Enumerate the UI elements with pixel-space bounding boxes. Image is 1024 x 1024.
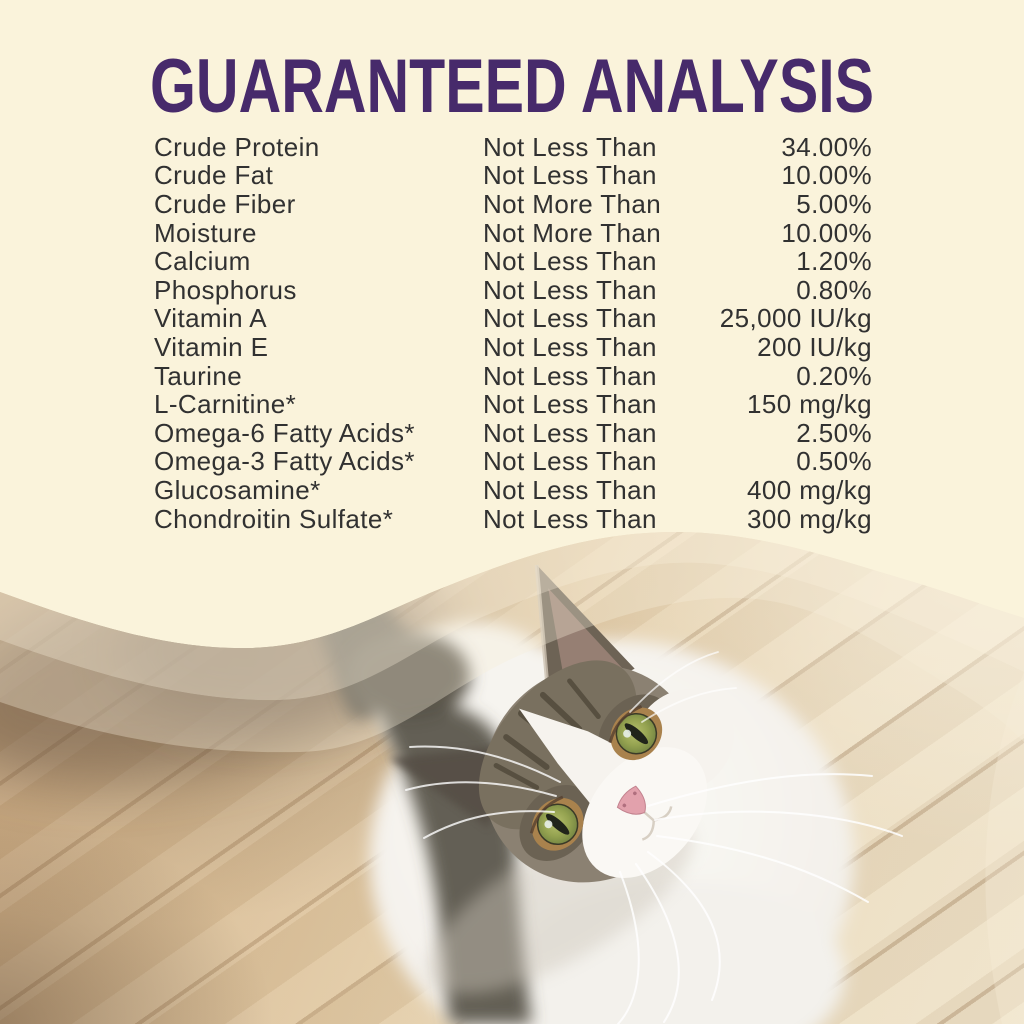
table-row: L-Carnitine* Not Less Than 150 mg/kg [154,389,872,420]
qualifier: Not Less Than [483,474,657,505]
wave-band-1 [0,531,1024,701]
nutrient-name: Glucosamine* [154,474,321,505]
heading: GUARANTEED ANALYSIS [150,52,874,120]
nutrient-value: 10.00% [781,217,872,248]
table-row: Crude Protein Not Less Than 34.00% [154,131,872,162]
nutrient-value: 10.00% [781,160,872,191]
qualifier: Not Less Than [483,389,657,420]
nutrient-name: L-Carnitine* [154,389,297,420]
cat-head [389,564,735,883]
nutrient-value: 5.00% [796,188,872,219]
guaranteed-analysis-table: Crude Protein Not Less Than 34.00% Crude F… [154,131,872,534]
table-row: Omega-6 Fatty Acids* Not Less Than 2.50% [154,417,872,448]
table-row: Crude Fat Not Less Than 10.00% [154,160,872,191]
nutrient-value: 0.20% [796,360,872,391]
nutrient-value: 150 mg/kg [746,389,872,420]
table-row: Taurine Not Less Than 0.20% [154,360,872,391]
nutrient-name: Crude Protein [154,131,320,162]
nutrient-name: Vitamin E [154,331,269,362]
table-row: Vitamin E Not Less Than 200 IU/kg [154,331,872,362]
table-row: Vitamin A Not Less Than 25,000 IU/kg [154,303,872,334]
table-row: Phosphorus Not Less Than 0.80% [154,274,872,305]
nutrient-value: 0.50% [796,446,872,477]
qualifier: Not Less Than [483,417,657,448]
nutrient-value: 400 mg/kg [746,474,872,505]
nutrient-name: Taurine [154,360,243,391]
table-row: Crude Fiber Not More Than 5.00% [154,188,872,219]
page-title: GUARANTEED ANALYSIS [150,52,874,120]
wave-band-2 [0,562,1024,753]
qualifier: Not Less Than [483,360,657,391]
nutrient-value: 1.20% [796,246,872,277]
table-row: Glucosamine* Not Less Than 400 mg/kg [154,474,872,505]
nutrient-value: 34.00% [781,131,872,162]
nutrient-name: Phosphorus [154,274,297,305]
nutrient-value: 300 mg/kg [746,503,872,534]
nutrient-value: 25,000 IU/kg [719,303,872,334]
cream-panel [0,0,1024,648]
nutrient-name: Moisture [154,217,257,248]
nutrient-name: Crude Fiber [154,188,296,219]
cat-whiskers [405,651,903,1024]
table-row: Moisture Not More Than 10.00% [154,217,872,248]
nutrient-name: Vitamin A [154,303,267,334]
nutrient-value: 2.50% [796,417,872,448]
qualifier: Not Less Than [483,303,657,334]
nutrient-name: Calcium [154,246,251,277]
qualifier: Not Less Than [483,503,657,534]
qualifier: Not Less Than [483,446,657,477]
nutrient-name: Omega-6 Fatty Acids* [154,417,415,448]
nutrient-name: Crude Fat [154,160,274,191]
table-row: Chondroitin Sulfate* Not Less Than 300 mg/… [154,503,872,534]
nutrient-value: 200 IU/kg [757,331,872,362]
qualifier: Not More Than [483,188,662,219]
qualifier: Not Less Than [483,331,657,362]
nutrient-name: Chondroitin Sulfate* [154,503,394,534]
qualifier: Not Less Than [483,274,657,305]
table-row: Omega-3 Fatty Acids* Not Less Than 0.50% [154,446,872,477]
cat-eyes [529,705,663,851]
qualifier: Not Less Than [483,160,657,191]
qualifier: Not Less Than [483,246,657,277]
nutrient-value: 0.80% [796,274,872,305]
cat-nose [616,785,646,815]
qualifier: Not More Than [483,217,662,248]
table-row: Calcium Not Less Than 1.20% [154,246,872,277]
nutrient-name: Omega-3 Fatty Acids* [154,446,415,477]
wave-right-wedge [985,672,1024,1024]
qualifier: Not Less Than [483,131,657,162]
